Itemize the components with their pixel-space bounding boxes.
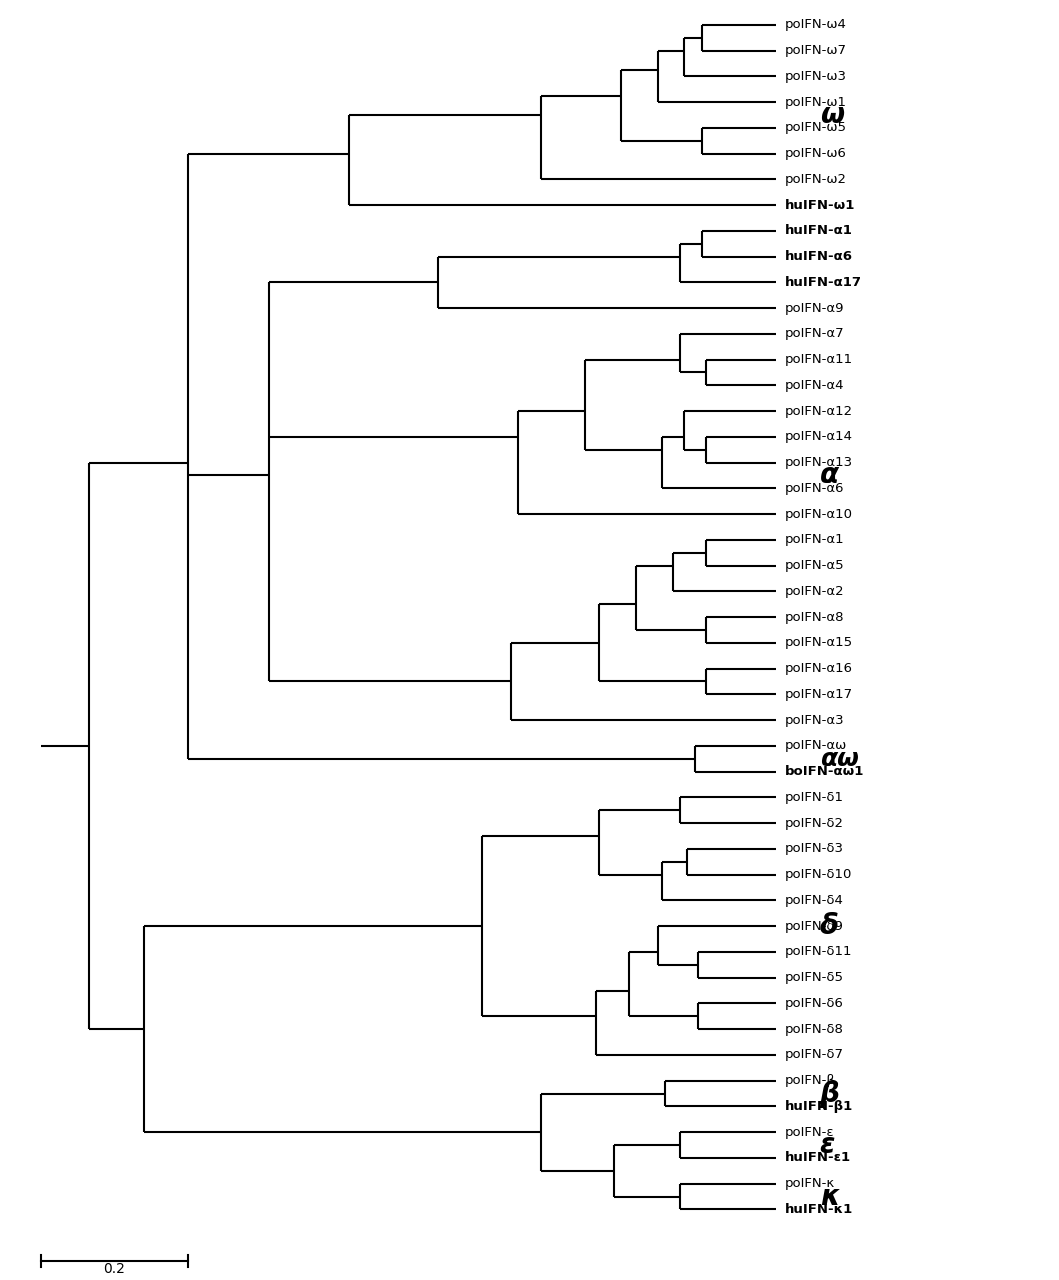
Text: ε: ε [820, 1132, 836, 1160]
Text: poIFN-α15: poIFN-α15 [785, 636, 852, 649]
Text: poIFN-α12: poIFN-α12 [785, 404, 852, 417]
Text: ω: ω [820, 101, 844, 129]
Text: poIFN-α7: poIFN-α7 [785, 328, 844, 340]
Text: poIFN-δ6: poIFN-δ6 [785, 997, 843, 1010]
Text: 0.2: 0.2 [104, 1262, 125, 1276]
Text: huIFN-α17: huIFN-α17 [785, 275, 861, 289]
Text: poIFN-α13: poIFN-α13 [785, 456, 852, 468]
Text: poIFN-δ5: poIFN-δ5 [785, 972, 843, 984]
Text: huIFN-α1: huIFN-α1 [785, 224, 852, 237]
Text: poIFN-ω6: poIFN-ω6 [785, 147, 846, 160]
Text: poIFN-α9: poIFN-α9 [785, 302, 844, 315]
Text: poIFN-ε: poIFN-ε [785, 1125, 834, 1139]
Text: poIFN-δ8: poIFN-δ8 [785, 1023, 843, 1036]
Text: boIFN-αω1: boIFN-αω1 [785, 765, 864, 778]
Text: poIFN-δ11: poIFN-δ11 [785, 946, 851, 959]
Text: poIFN-α3: poIFN-α3 [785, 714, 844, 727]
Text: β: β [820, 1079, 840, 1107]
Text: huIFN-κ1: huIFN-κ1 [785, 1203, 852, 1216]
Text: αω: αω [820, 746, 859, 771]
Text: poIFN-α5: poIFN-α5 [785, 559, 844, 572]
Text: poIFN-α1: poIFN-α1 [785, 534, 844, 547]
Text: huIFN-ε1: huIFN-ε1 [785, 1152, 850, 1165]
Text: huIFN-α6: huIFN-α6 [785, 250, 852, 264]
Text: κ: κ [820, 1183, 840, 1211]
Text: poIFN-δ3: poIFN-δ3 [785, 842, 843, 855]
Text: poIFN-α4: poIFN-α4 [785, 379, 844, 392]
Text: poIFN-δ4: poIFN-δ4 [785, 893, 843, 908]
Text: poIFN-ω1: poIFN-ω1 [785, 96, 846, 109]
Text: poIFN-δ10: poIFN-δ10 [785, 868, 851, 881]
Text: poIFN-δ2: poIFN-δ2 [785, 817, 843, 829]
Text: poIFN-α11: poIFN-α11 [785, 353, 852, 366]
Text: poIFN-ω2: poIFN-ω2 [785, 173, 846, 186]
Text: poIFN-δ7: poIFN-δ7 [785, 1048, 843, 1061]
Text: poIFN-ω4: poIFN-ω4 [785, 18, 846, 31]
Text: poIFN-ω5: poIFN-ω5 [785, 122, 846, 134]
Text: poIFN-δ9: poIFN-δ9 [785, 919, 843, 933]
Text: huIFN-β1: huIFN-β1 [785, 1100, 852, 1112]
Text: poIFN-ω7: poIFN-ω7 [785, 44, 846, 58]
Text: poIFN-α14: poIFN-α14 [785, 430, 852, 443]
Text: poIFN-α17: poIFN-α17 [785, 687, 852, 701]
Text: poIFN-α6: poIFN-α6 [785, 481, 844, 495]
Text: poIFN-αω: poIFN-αω [785, 740, 847, 753]
Text: α: α [820, 462, 839, 489]
Text: poIFN-α16: poIFN-α16 [785, 662, 852, 675]
Text: poIFN-α2: poIFN-α2 [785, 585, 844, 598]
Text: poIFN-δ1: poIFN-δ1 [785, 791, 843, 804]
Text: poIFN-β: poIFN-β [785, 1074, 836, 1087]
Text: δ: δ [820, 913, 839, 940]
Text: poIFN-ω3: poIFN-ω3 [785, 70, 846, 83]
Text: huIFN-ω1: huIFN-ω1 [785, 198, 855, 211]
Text: poIFN-κ: poIFN-κ [785, 1178, 834, 1190]
Text: poIFN-α8: poIFN-α8 [785, 611, 844, 623]
Text: poIFN-α10: poIFN-α10 [785, 508, 852, 521]
